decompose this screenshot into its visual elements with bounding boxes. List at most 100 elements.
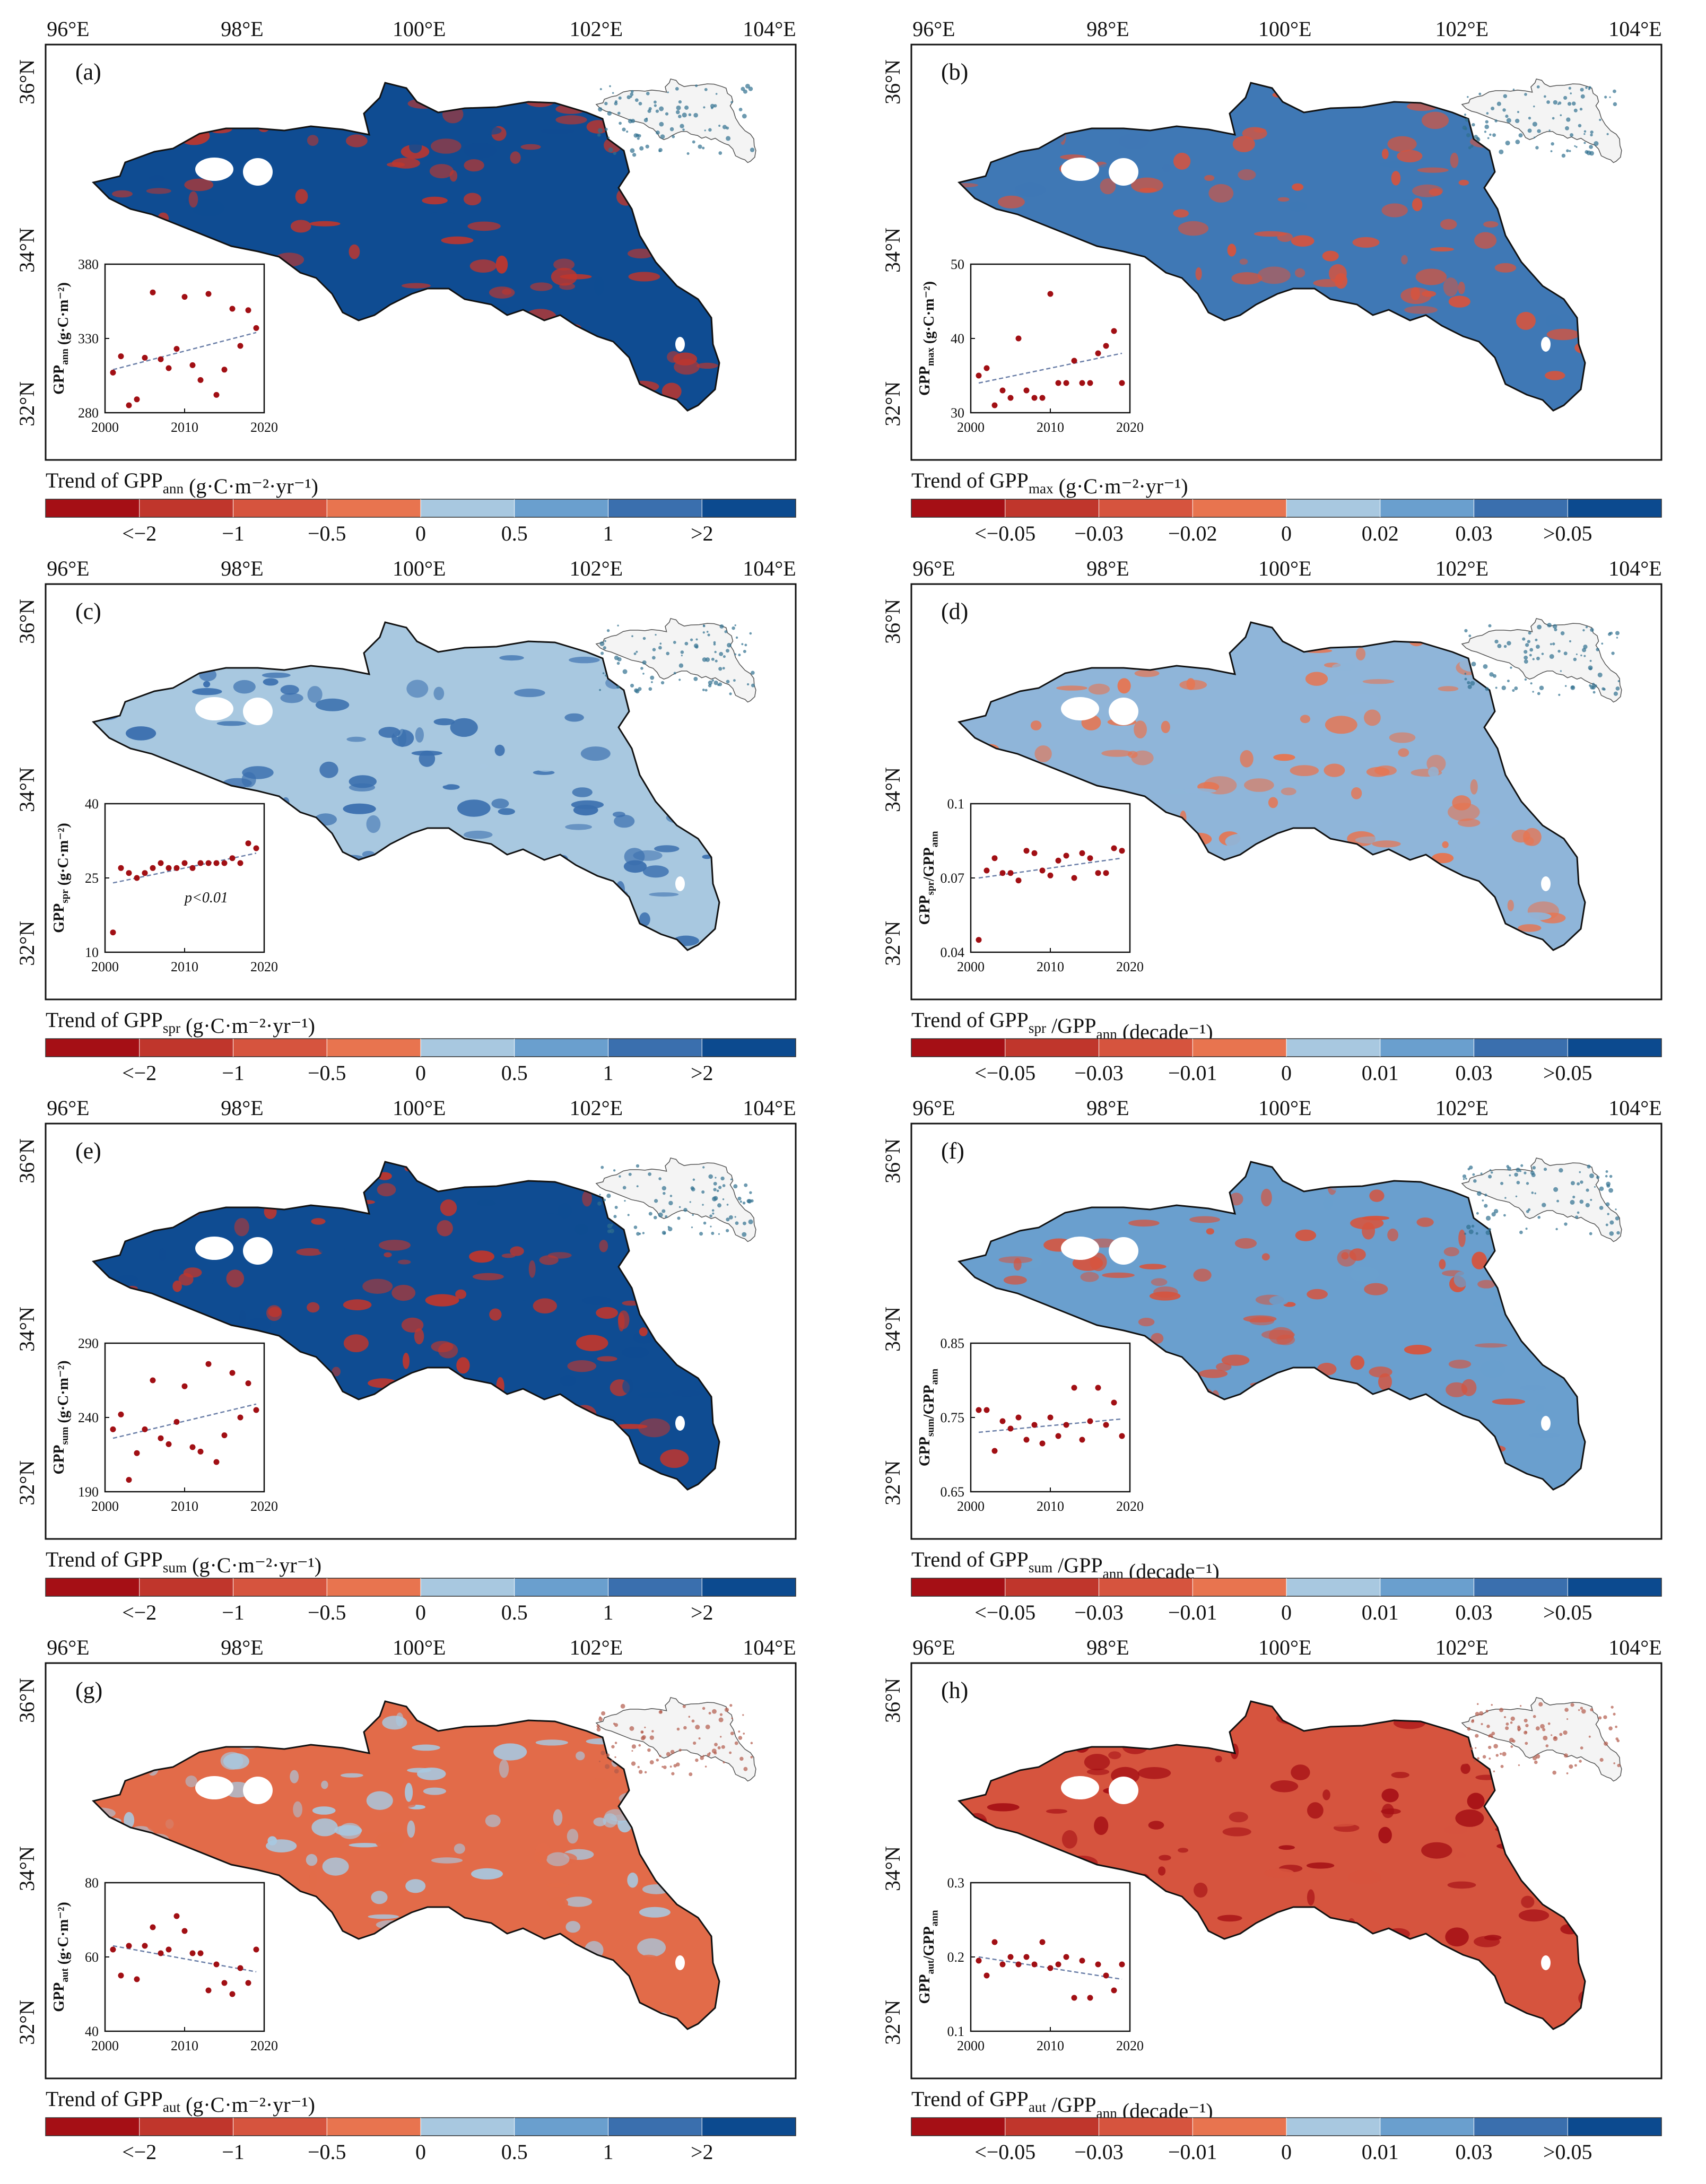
data-point [126,402,132,408]
inset-y-label: GPPmax (g·C·m⁻²) [917,281,937,396]
colorbar-segment [139,1578,233,1596]
lat-label: 36°N [15,59,39,105]
colorbar-segment [911,499,1005,517]
lon-label: 96°E [912,556,955,580]
data-point [1039,867,1046,874]
lon-label: 98°E [1086,17,1129,41]
y-tick-label: 0.75 [941,1410,965,1425]
x-tick-label: 2020 [250,420,278,435]
lon-label: 102°E [570,1635,623,1659]
colorbar-segment [233,1578,327,1596]
colorbar-segment [421,1578,515,1596]
colorbar-label: −0.5 [308,521,346,545]
lon-label: 96°E [47,1635,89,1659]
colorbar-segment [514,1578,608,1596]
lon-label: 96°E [912,1096,955,1120]
colorbar-label: −0.01 [1168,1600,1217,1624]
colorbar-label: 0 [1281,2140,1292,2164]
x-tick-label: 2020 [1116,420,1144,435]
data-point [1055,380,1061,386]
data-point [1087,380,1093,386]
data-point [1079,1437,1085,1443]
inset-frame [104,263,265,414]
colorbar-label: −0.5 [308,1600,346,1624]
colorbar-segment [327,1578,421,1596]
colorbar-label: −0.02 [1168,521,1217,545]
lake [1541,876,1551,891]
colorbar-label: 1 [603,2140,614,2164]
lake [675,1955,685,1970]
lon-label: 96°E [47,17,89,41]
lat-label: 36°N [15,599,39,644]
x-tick-label: 2010 [1037,1499,1064,1514]
lat-label: 36°N [881,599,904,644]
colorbar-label: 0.01 [1362,2140,1399,2164]
lat-label: 34°N [881,1307,904,1352]
lake [675,337,685,352]
data-point [221,367,228,373]
data-point [1119,1433,1125,1439]
colorbar-segment [608,499,702,517]
data-point [976,1957,982,1964]
colorbar-segment [421,499,515,517]
lat-label: 32°N [881,381,904,427]
x-tick-label: 2000 [91,1499,119,1514]
data-point [1103,343,1109,349]
inset-plot: 2000 2010 2020 30 40 50 GPPmax (g·C·m⁻²) [917,257,1144,435]
lon-label: 96°E [912,1635,955,1659]
colorbar-segment [1474,1578,1568,1596]
x-tick-label: 2000 [957,1499,985,1514]
data-point [110,369,116,376]
data-point [134,1450,140,1456]
lon-label: 104°E [1608,556,1661,580]
data-point [999,1418,1006,1424]
data-point [1111,1987,1117,1994]
panel-c: 96°E 98°E 100°E 102°E 104°E 36°N 34°N 32°N (c) 20… [15,556,797,1085]
data-point [1119,848,1125,854]
data-point [118,353,124,360]
lat-label: 32°N [15,381,39,427]
y-tick-label: 280 [78,405,99,421]
data-point [205,1987,212,1994]
data-point [126,870,132,876]
y-tick-label: 60 [85,1950,99,1965]
data-point [229,306,236,312]
y-tick-label: 240 [78,1410,99,1425]
legend-title: Trend of GPPmax (g·C·m⁻²·yr⁻¹) [911,468,1188,498]
y-tick-label: 10 [85,945,99,960]
basin-outline [958,621,1586,951]
x-tick-label: 2020 [250,1499,278,1514]
trend-line [112,1945,257,1973]
colorbar-label: −1 [222,1061,245,1085]
lake [243,1777,273,1804]
x-tick-label: 2000 [957,2038,985,2054]
data-point [158,1950,164,1956]
trend-line [978,1418,1122,1433]
data-point [1103,870,1109,876]
y-tick-label: 0.1 [947,796,965,812]
data-point [1095,350,1101,356]
data-point [1111,328,1117,334]
data-point [237,343,243,349]
lat-label: 34°N [881,767,904,812]
colorbar-label: 0.5 [501,521,528,545]
data-point [1023,1954,1030,1960]
data-point [983,1972,990,1979]
trend-line [112,1403,257,1439]
x-tick-label: 2020 [1116,959,1144,974]
lake [243,698,273,725]
panel-e: 96°E 98°E 100°E 102°E 104°E 36°N 34°N 32°N (e) 20… [15,1096,797,1624]
lat-label: 34°N [15,1846,39,1891]
lon-label: 104°E [743,556,796,580]
data-point [1095,1385,1101,1391]
significance-thumbnail [595,617,756,703]
legend-title: Trend of GPPsum (g·C·m⁻²·yr⁻¹) [46,1547,321,1577]
data-point [134,396,140,403]
colorbar-label: <−2 [122,1061,156,1085]
colorbar-segment [233,499,327,517]
x-tick-label: 2000 [91,2038,119,2054]
colorbar: <−0.05 −0.03 −0.01 0 0.01 0.03 >0.05 [911,1578,1662,1624]
lat-label: 36°N [881,1678,904,1723]
inset-y-label: GPPaut/GPPann [917,1910,941,2004]
lat-label: 32°N [881,1460,904,1506]
